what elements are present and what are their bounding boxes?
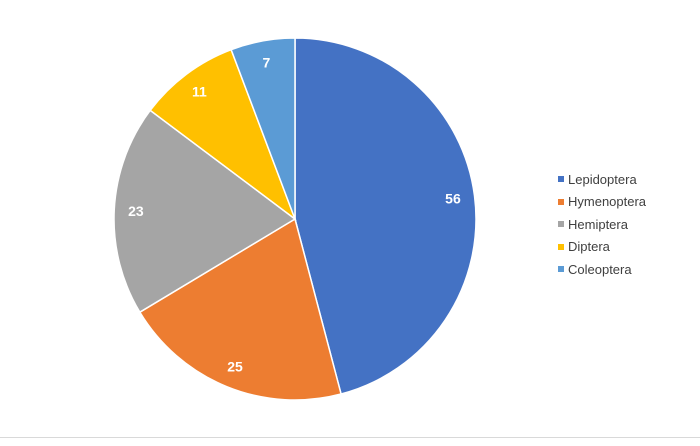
legend-item-hymenoptera: Hymenoptera	[558, 191, 646, 214]
data-label-lepidoptera: 56	[445, 191, 461, 207]
chart-legend: Lepidoptera Hymenoptera Hemiptera Dipter…	[558, 168, 646, 281]
legend-label: Coleoptera	[568, 261, 632, 277]
pie-slice-diptera	[149, 48, 297, 222]
legend-swatch-diptera	[558, 243, 564, 250]
legend-label: Hymenoptera	[568, 194, 647, 210]
legend-item-coleoptera: Coleoptera	[558, 258, 646, 281]
data-label-hemiptera: 23	[128, 203, 144, 219]
pie-slice-coleoptera	[230, 37, 296, 220]
pie-slice-lepidoptera	[294, 37, 477, 395]
legend-label: Hemiptera	[568, 216, 628, 232]
legend-swatch-coleoptera	[558, 266, 564, 273]
pie-slices	[113, 37, 477, 401]
data-label-hymenoptera: 25	[227, 359, 243, 375]
legend-swatch-lepidoptera	[558, 176, 564, 183]
pie-slice-hemiptera	[113, 109, 297, 314]
legend-item-diptera: Diptera	[558, 236, 646, 259]
legend-item-hemiptera: Hemiptera	[558, 213, 646, 236]
legend-label: Diptera	[568, 239, 610, 255]
pie-slice-hymenoptera	[138, 217, 343, 401]
legend-swatch-hemiptera	[558, 221, 564, 228]
legend-item-lepidoptera: Lepidoptera	[558, 168, 646, 191]
data-label-coleoptera: 7	[263, 54, 271, 70]
legend-label: Lepidoptera	[568, 171, 637, 187]
bottom-divider	[0, 437, 700, 438]
legend-swatch-hymenoptera	[558, 198, 564, 205]
pie-data-labels: 56 25 23 11 7	[128, 54, 461, 374]
data-label-diptera: 11	[192, 84, 207, 100]
